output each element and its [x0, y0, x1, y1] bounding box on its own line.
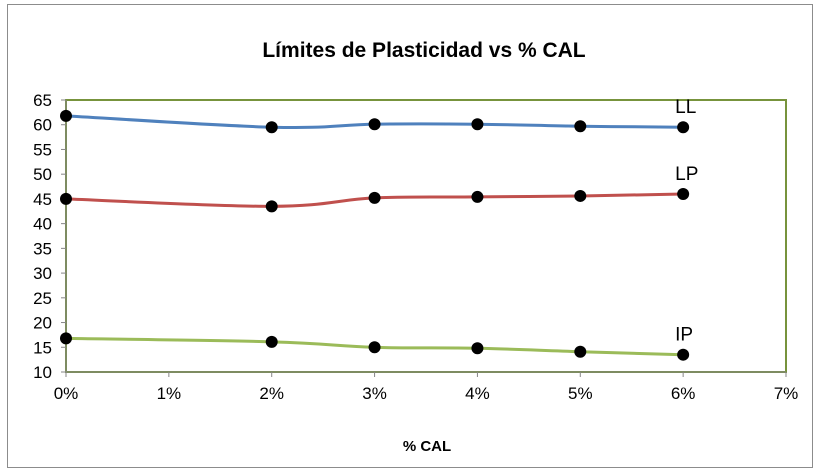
data-point-ll [60, 109, 72, 122]
y-tick-label: 30 [33, 264, 52, 283]
x-tick-label: 0% [54, 384, 79, 403]
x-tick-label: 5% [568, 384, 593, 403]
series-ip [60, 332, 690, 361]
data-point-lp [574, 189, 587, 202]
data-point-ll [471, 118, 484, 131]
series-label-ip: IP [675, 325, 693, 346]
x-tick-label: 2% [259, 384, 284, 403]
y-tick-label: 50 [33, 165, 52, 184]
data-point-ip [368, 341, 381, 354]
data-point-ip [574, 345, 587, 358]
data-point-ll [574, 120, 587, 133]
y-tick-label: 25 [33, 289, 52, 308]
y-tick-labels: 10 15 20 25 30 35 40 45 50 55 60 65 [33, 91, 66, 382]
x-axis-title: % CAL [403, 438, 451, 455]
y-tick-label: 65 [33, 91, 52, 110]
x-tick-label: 6% [671, 384, 696, 403]
x-tick-label: 1% [157, 384, 182, 403]
x-tick-label: 4% [465, 384, 490, 403]
data-point-ip [60, 332, 72, 345]
data-point-ip [265, 335, 278, 348]
chart-area [7, 4, 813, 468]
x-tick-label: 7% [774, 384, 799, 403]
y-tick-label: 35 [33, 239, 52, 258]
y-tick-label: 40 [33, 215, 52, 234]
series-ll [60, 109, 690, 134]
data-point-lp [60, 192, 72, 205]
data-point-ll [677, 121, 690, 134]
data-point-ip [471, 342, 484, 355]
data-point-ll [368, 118, 381, 131]
y-tick-label: 20 [33, 314, 52, 333]
y-tick-label: 10 [33, 363, 52, 382]
data-point-lp [471, 190, 484, 203]
y-tick-label: 45 [33, 190, 52, 209]
series-lp [60, 187, 690, 213]
y-tick-label: 15 [33, 338, 52, 357]
data-point-lp [265, 200, 278, 213]
x-tick-label: 3% [362, 384, 387, 403]
data-point-ip [677, 348, 690, 361]
data-point-lp [677, 187, 690, 200]
y-tick-label: 55 [33, 140, 52, 159]
series-labels: LL LP IP [675, 97, 698, 345]
series-label-ll: LL [675, 97, 696, 118]
chart-title: Límites de Plasticidad vs % CAL [262, 39, 585, 62]
series-label-lp: LP [675, 164, 698, 185]
data-point-ll [265, 121, 278, 134]
x-tick-labels: 0% 1% 2% 3% 4% 5% 6% 7% [54, 372, 799, 403]
series-lines [60, 109, 690, 361]
data-point-lp [368, 191, 381, 204]
y-tick-label: 60 [33, 116, 52, 135]
